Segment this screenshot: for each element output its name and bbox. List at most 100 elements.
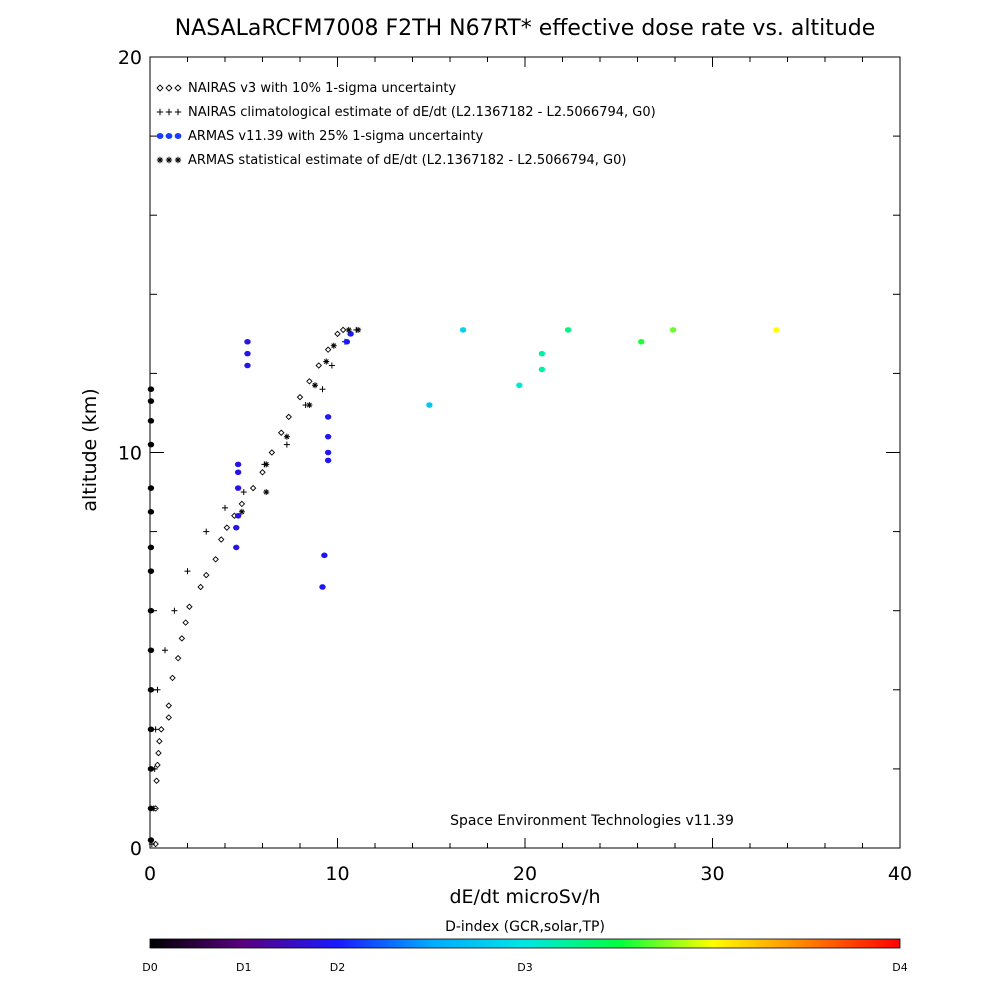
armas-point [669,327,677,333]
armas-point [319,584,326,590]
armas-point [147,687,155,693]
nairas-v3-point [153,777,160,785]
nairas-clim-point [171,607,178,614]
armas-point [234,469,242,476]
legend-symbol [156,156,182,164]
colorbar-title: D-index (GCR,solar,TP) [445,919,605,935]
armas-point [516,382,523,389]
nairas-v3-point [203,571,210,579]
colorbar-gradient [149,938,901,949]
nairas-v3-point [152,840,159,848]
nairas-v3-point [156,737,163,745]
legend-label: NAIRAS climatological estimate of dE/dt … [188,105,656,120]
armas-point [147,805,155,812]
legend-item: NAIRAS v3 with 10% 1-sigma uncertainty [156,81,456,96]
armas-point [234,512,242,519]
legend-item: NAIRAS climatological estimate of dE/dt … [156,105,656,120]
legend-asterisk-mark [165,156,173,164]
nairas-v3-point [218,536,225,543]
x-tick-label: 30 [700,863,724,885]
legend-label: ARMAS statistical estimate of dE/dt (L2.… [188,153,626,168]
legend-asterisk-mark [174,156,182,164]
nairas-v3-point [158,726,165,733]
data-marks [147,326,780,848]
nairas-clim-point [328,362,335,369]
legend-dot-mark [174,133,182,139]
armas-point [564,327,572,333]
plot-border [149,56,901,849]
series-asterisk [238,326,362,515]
series-plus [148,326,360,848]
colorbar-label: D4 [892,961,907,974]
x-tick-label: 0 [144,863,156,885]
nairas-v3-point [278,429,285,436]
nairas-clim-point [319,386,326,393]
legend-plus-mark [165,108,173,116]
nairas-v3-point [154,761,161,769]
armas-point [538,366,546,373]
nairas-clim-point [283,441,290,448]
armas-stat-point [345,326,352,333]
legend-symbol [156,84,182,92]
armas-point [244,338,251,345]
series-dot [147,327,780,843]
legend-symbol [156,133,182,139]
legend-item: ARMAS v11.39 with 25% 1-sigma uncertaint… [156,129,484,144]
plot-frame [149,56,901,849]
nairas-v3-point [249,484,257,492]
armas-point [244,362,251,369]
x-tick-label: 40 [888,863,912,885]
nairas-v3-point [306,378,313,385]
nairas-v3-point [268,449,276,456]
y-tick-label: 0 [130,838,142,860]
armas-point [233,524,240,531]
x-tick-label: 20 [513,863,537,885]
armas-point [234,461,242,468]
armas-point [426,402,433,408]
armas-stat-point [323,358,330,365]
nairas-v3-point [165,714,172,721]
nairas-v3-point [165,84,173,92]
chart-title: NASALaRCFM7008 F2TH N67RT* effective dos… [175,16,876,41]
colorbar-label: D1 [236,961,251,974]
armas-stat-point [238,508,245,515]
armas-point [324,433,332,440]
armas-stat-point [283,433,290,440]
credit-annotation: Space Environment Technologies v11.39 [450,813,734,829]
armas-stat-point [263,489,270,496]
armas-stat-point [355,326,362,333]
armas-point [244,350,251,357]
nairas-v3-point [223,524,231,531]
nairas-v3-point [169,674,176,682]
x-axis-title: dE/dt microSv/h [449,886,600,908]
armas-point [147,485,155,491]
nairas-v3-point [296,393,304,401]
nairas-v3-point [259,469,266,476]
nairas-v3-point [315,362,322,369]
nairas-clim-point [203,528,210,535]
legend-plus-mark [174,108,182,116]
armas-point [147,544,155,551]
nairas-v3-point [238,500,246,508]
legend-dot-mark [156,133,164,139]
nairas-clim-point [162,647,168,654]
armas-point [147,509,155,515]
nairas-v3-point [212,556,219,563]
legend-asterisk-mark [156,156,164,164]
nairas-clim-point [154,686,161,693]
nairas-v3-point [182,619,189,626]
armas-stat-point [312,382,318,389]
series-diamond [152,326,347,848]
armas-point [324,457,332,464]
nairas-clim-point [184,568,191,575]
legend-symbol [156,108,182,116]
armas-point [147,647,155,654]
nairas-v3-point [156,84,164,92]
colorbar: D0 D1 D2 D3 D4 [142,938,908,974]
armas-point [147,568,155,574]
legend-label: NAIRAS v3 with 10% 1-sigma uncertainty [188,81,456,96]
armas-point [343,338,351,345]
armas-point [147,837,155,843]
armas-point [147,441,155,448]
